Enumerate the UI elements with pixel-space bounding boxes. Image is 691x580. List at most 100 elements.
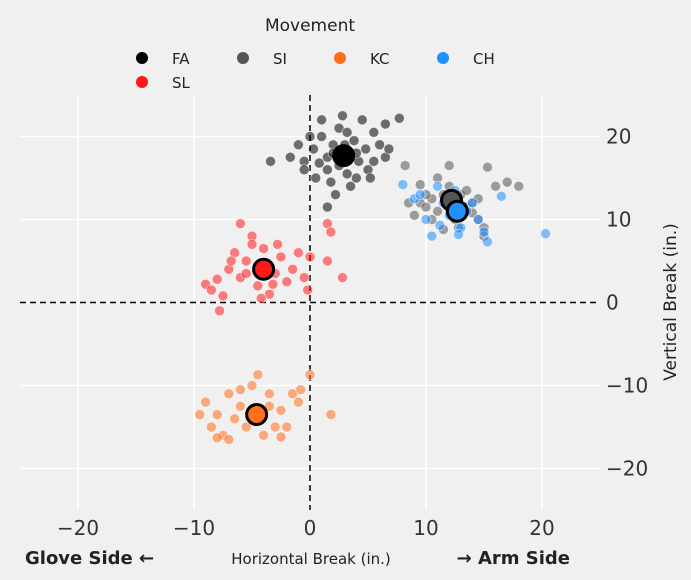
- legend: FA SI KC CH SL: [136, 50, 495, 92]
- point-kc: [194, 409, 206, 420]
- point-kc: [205, 421, 217, 433]
- point-fa: [348, 135, 360, 147]
- point-kc: [234, 384, 246, 396]
- point-sl: [325, 226, 337, 238]
- y-tick-label: −10: [606, 374, 648, 398]
- point-ch: [495, 190, 507, 202]
- point-kc: [263, 388, 275, 400]
- point-fa: [364, 172, 376, 184]
- point-kc: [325, 409, 337, 420]
- point-kc: [200, 396, 212, 408]
- legend-marker-kc: [334, 52, 346, 64]
- point-ch: [478, 226, 490, 238]
- point-ch: [397, 179, 409, 191]
- point-si: [482, 161, 493, 173]
- point-fa: [304, 131, 316, 142]
- legend-label-sl: SL: [172, 74, 191, 92]
- y-axis-label: Vertical Break (in.): [661, 223, 681, 381]
- point-sl: [275, 251, 287, 263]
- point-kc: [304, 369, 316, 381]
- legend-label-ch: CH: [473, 50, 495, 68]
- point-fa: [383, 143, 395, 155]
- point-fa: [360, 143, 372, 155]
- point-sl: [267, 278, 279, 290]
- legend-marker-ch: [437, 52, 449, 64]
- point-fa: [374, 139, 386, 151]
- point-sl: [205, 284, 217, 296]
- point-fa: [298, 164, 310, 176]
- point-kc: [234, 400, 246, 412]
- x-tick-label: 10: [413, 516, 438, 540]
- point-sl: [302, 284, 314, 296]
- point-si: [420, 201, 432, 213]
- point-kc: [258, 429, 270, 441]
- point-ch: [420, 214, 432, 225]
- point-kc: [295, 384, 307, 396]
- point-si: [461, 185, 473, 196]
- point-sl: [321, 255, 333, 267]
- point-fa: [345, 180, 357, 192]
- point-ch: [466, 197, 478, 209]
- point-sl: [292, 247, 304, 259]
- point-sl: [252, 280, 264, 292]
- point-fa: [393, 112, 405, 124]
- grid: [20, 95, 600, 510]
- point-sl: [298, 272, 310, 284]
- arm-side-label: → Arm Side: [457, 548, 570, 569]
- point-sl: [234, 218, 246, 230]
- point-kc: [240, 421, 252, 433]
- y-tick-label: 20: [606, 125, 631, 149]
- point-si: [399, 160, 411, 171]
- point-sl: [240, 268, 252, 279]
- point-fa: [321, 164, 333, 176]
- point-si: [490, 180, 502, 192]
- legend-marker-si: [237, 52, 249, 64]
- point-fa: [265, 155, 276, 167]
- mean-marker-sl: [252, 257, 276, 281]
- point-ch: [453, 229, 464, 240]
- point-sl: [304, 251, 316, 263]
- point-kc: [269, 421, 281, 433]
- point-sl: [246, 238, 258, 250]
- point-fa: [337, 110, 348, 122]
- point-sl: [255, 292, 267, 304]
- point-sl: [225, 255, 237, 267]
- point-si: [443, 160, 455, 171]
- legend-marker-sl: [136, 76, 148, 88]
- point-fa: [310, 172, 322, 184]
- point-ch: [434, 219, 446, 231]
- x-tick-label: −20: [57, 516, 99, 540]
- y-tick-labels: −20 −10 0 10 20: [606, 125, 648, 481]
- legend-label-fa: FA: [172, 50, 190, 68]
- point-sl: [258, 243, 270, 254]
- x-tick-label: 0: [304, 516, 317, 540]
- point-fa: [292, 139, 304, 151]
- legend-marker-fa: [136, 52, 148, 64]
- point-fa: [330, 189, 341, 201]
- point-ch: [540, 228, 551, 240]
- y-tick-label: 0: [606, 291, 619, 315]
- point-sl: [337, 272, 348, 284]
- point-fa: [316, 131, 328, 142]
- point-ch: [432, 180, 444, 192]
- legend-title: Movement: [265, 16, 355, 36]
- point-fa: [350, 172, 362, 184]
- point-kc: [223, 388, 235, 400]
- point-kc: [281, 421, 293, 433]
- x-tick-label: 20: [529, 516, 554, 540]
- point-fa: [368, 155, 380, 167]
- mean-marker-fa: [332, 144, 356, 168]
- glove-side-label: Glove Side ←: [25, 548, 154, 569]
- point-si: [408, 209, 420, 221]
- point-sl: [281, 276, 293, 288]
- point-kc: [229, 413, 241, 425]
- point-sl: [240, 255, 252, 267]
- point-fa: [341, 168, 353, 180]
- mean-marker-kc: [245, 403, 269, 427]
- point-fa: [313, 157, 325, 169]
- point-si: [513, 180, 525, 192]
- point-ch: [482, 236, 493, 248]
- point-ch: [472, 214, 484, 225]
